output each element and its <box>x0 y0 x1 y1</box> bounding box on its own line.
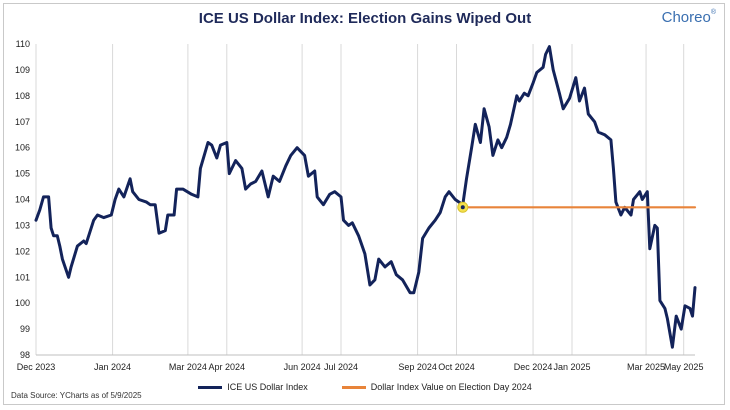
y-tick-label: 102 <box>15 246 30 256</box>
series-line-dollar-index <box>34 45 697 349</box>
data-source-note: Data Source: YCharts as of 5/9/2025 <box>11 391 142 400</box>
x-tick-label: Jun 2024 <box>284 362 321 372</box>
x-tick-label: Jul 2024 <box>324 362 358 372</box>
x-tick-label: Mar 2025 <box>627 362 665 372</box>
grid-layer <box>35 44 685 355</box>
legend-label-election-day-value: Dollar Index Value on Election Day 2024 <box>370 382 532 392</box>
x-tick-label: Sep 2024 <box>398 362 437 372</box>
chart-legend: ICE US Dollar Index Dollar Index Value o… <box>0 382 730 392</box>
chart-title: ICE US Dollar Index: Election Gains Wipe… <box>198 10 532 27</box>
y-tick-label: 101 <box>15 272 30 282</box>
y-tick-label: 110 <box>16 39 30 49</box>
chart-frame <box>3 3 725 405</box>
legend-item-dollar-index: ICE US Dollar Index <box>198 382 308 392</box>
axis-layer: Dec 2023 Jan 2024 Mar 2024 Apr 2024 Jun 2024… <box>15 39 703 372</box>
x-tick-label: May 2025 <box>664 362 704 372</box>
y-tick-label: 103 <box>15 220 30 230</box>
y-tick-label: 106 <box>15 143 30 153</box>
y-tick-label: 108 <box>15 91 30 101</box>
x-tick-label: Dec 2024 <box>514 362 553 372</box>
legend-swatch-dollar-index <box>198 385 223 389</box>
y-tick-label: 100 <box>15 298 30 308</box>
x-tick-label: Apr 2024 <box>209 362 246 372</box>
y-tick-label: 99 <box>20 324 30 334</box>
x-tick-label: Jan 2024 <box>94 362 131 372</box>
x-tick-label: Dec 2023 <box>17 362 56 372</box>
brand-logo-text: Choreo <box>661 9 711 26</box>
election-day-marker-dot <box>460 205 465 210</box>
brand-logo: Choreo® <box>661 9 716 26</box>
legend-label-dollar-index: ICE US Dollar Index <box>227 382 308 392</box>
x-tick-label: Jan 2025 <box>553 362 590 372</box>
legend-swatch-election-day-value <box>341 385 366 389</box>
marker-layer <box>457 201 469 213</box>
y-tick-label: 109 <box>15 65 30 75</box>
x-tick-label: Oct 2024 <box>438 362 475 372</box>
y-tick-label: 98 <box>20 350 30 360</box>
x-tick-label: Mar 2024 <box>169 362 207 372</box>
legend-item-election-day-value: Dollar Index Value on Election Day 2024 <box>341 382 532 392</box>
y-tick-label: 105 <box>15 169 30 179</box>
y-tick-label: 104 <box>15 195 30 205</box>
y-tick-label: 107 <box>15 117 30 127</box>
series-layer <box>34 45 697 349</box>
